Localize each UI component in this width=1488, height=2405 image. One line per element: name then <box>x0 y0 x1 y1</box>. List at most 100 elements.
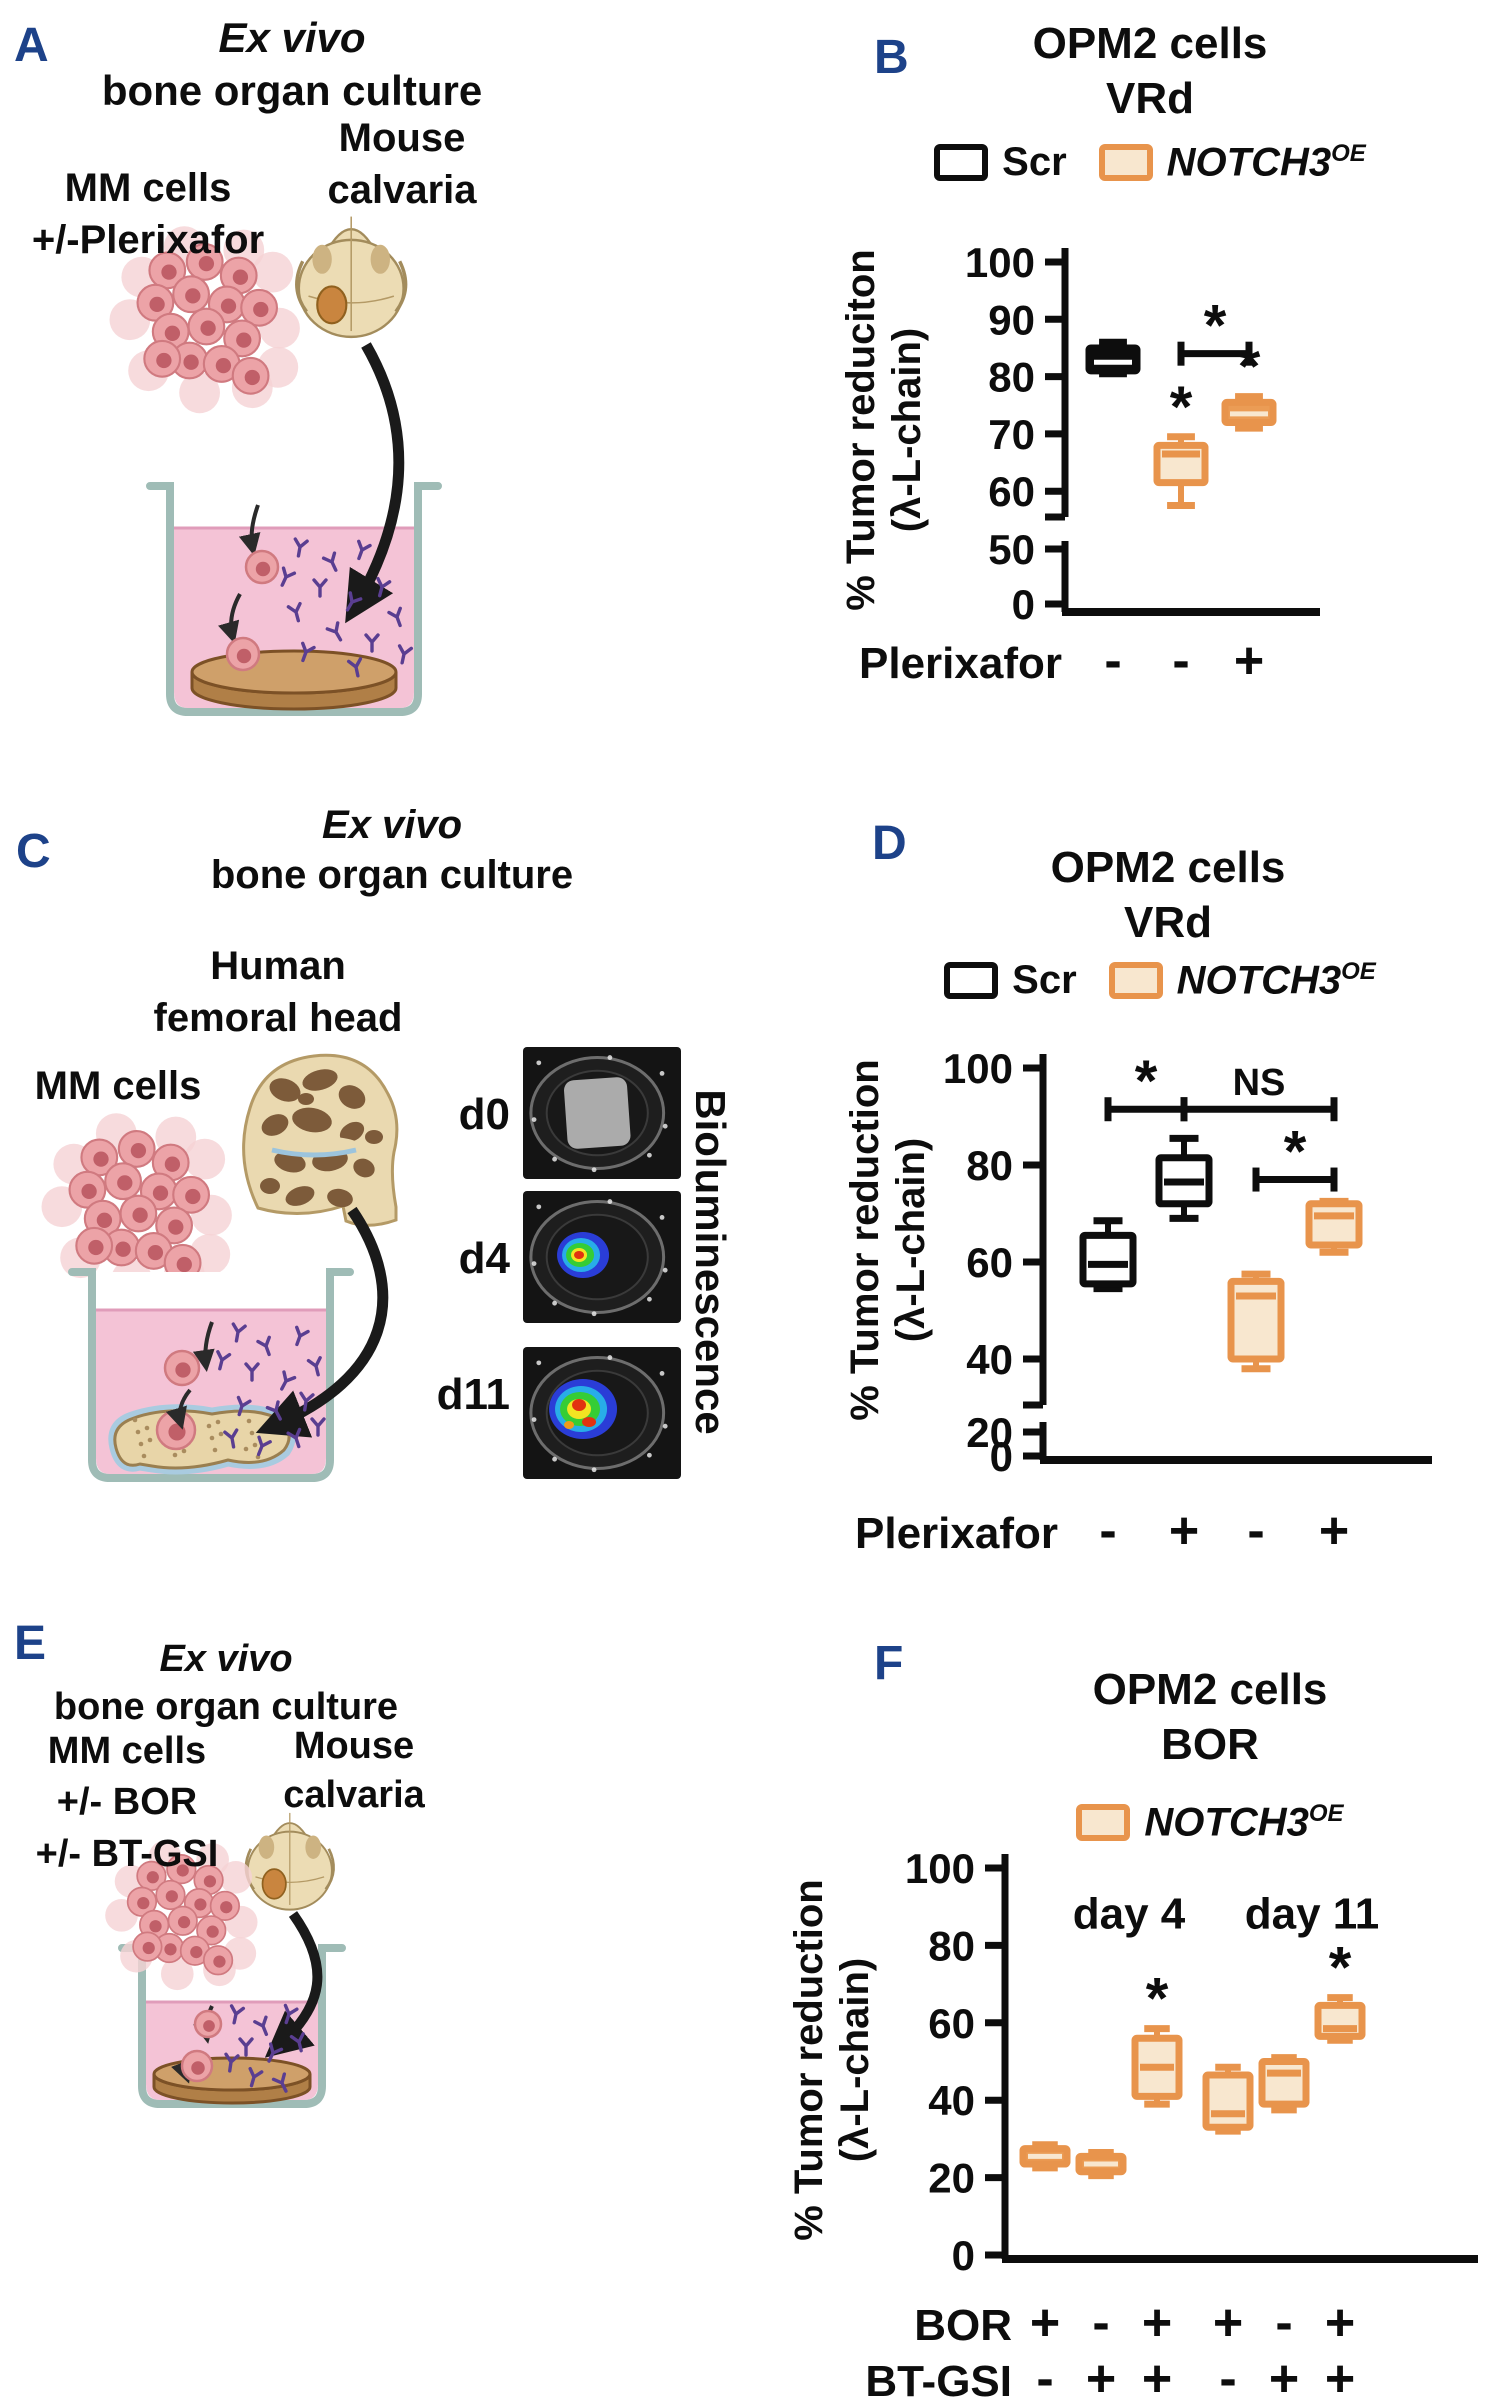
significance-star: * <box>1329 1936 1352 2001</box>
x-row-label: BT-GSI <box>865 2357 1012 2405</box>
panel-f-title-line2: BOR <box>1161 1720 1259 1770</box>
panel-f-y-axis-label: % Tumor reduction (λ-L-chain) <box>787 1879 877 2241</box>
y-tick-label: 50 <box>988 526 1035 573</box>
human-femoral-head-label-line1: Human <box>210 944 346 988</box>
bone-organ-culture-diagram-e <box>104 1811 346 2108</box>
box-plot-box-f-1 <box>1019 2141 1071 2172</box>
notch3oe-legend-label: NOTCH3OE <box>1144 1800 1344 1845</box>
x-row-label: BOR <box>914 2301 1012 2350</box>
in-plot-annotation: day 4 <box>1073 1890 1186 1939</box>
x-row-value: + <box>1325 2350 1355 2405</box>
panel-d-letter: D <box>872 817 907 870</box>
box-plot-box-d-1 <box>1079 1217 1137 1293</box>
x-row-label: Plerixafor <box>855 1509 1058 1558</box>
x-row-value: - <box>1092 2294 1109 2352</box>
panel-a-title-line1: Ex vivo <box>218 14 366 61</box>
notch3oe-legend-swatch <box>1108 962 1163 1000</box>
x-row-value: + <box>1169 1502 1199 1560</box>
x-row-value: + <box>1319 1502 1349 1560</box>
box-plot-box-f-5 <box>1258 2054 1310 2114</box>
y-tick-label: 0 <box>1012 581 1035 628</box>
in-plot-annotation: day 11 <box>1245 1890 1380 1939</box>
x-row-value: - <box>1247 1502 1264 1560</box>
y-tick-label: 20 <box>928 2155 975 2202</box>
panel-b-letter: B <box>874 31 909 84</box>
panel-a-title-line2: bone organ culture <box>101 66 483 114</box>
panel-d-y-axis-label: % Tumor reduction (λ-L-chain) <box>843 1059 933 1421</box>
y-tick-label: 100 <box>943 1045 1013 1092</box>
y-tick-label: 60 <box>966 1239 1013 1286</box>
panel-b-title-line2: VRd <box>1106 74 1194 124</box>
svg-text:*: * <box>1204 294 1227 359</box>
x-row-value: + <box>1086 2350 1116 2405</box>
y-tick-label: 90 <box>988 296 1035 343</box>
x-row-value: - <box>1275 2294 1292 2352</box>
panel-b-y-axis-label: % Tumor reduciton (λ-L-chain) <box>839 249 929 611</box>
x-row-value: - <box>1104 632 1121 690</box>
day11-label: d11 <box>436 1370 510 1419</box>
panel-f-letter: F <box>874 1637 904 1690</box>
svg-text:NS: NS <box>1233 1062 1286 1104</box>
x-row-value: - <box>1099 1502 1116 1560</box>
panel-d-title-line2: VRd <box>1124 898 1212 948</box>
mouse-calvaria-label-e-line1: Mouse <box>293 1725 415 1767</box>
y-tick-label: 40 <box>966 1336 1013 1383</box>
bioluminescence-label: Bioluminescence <box>687 1089 734 1435</box>
x-row-value: - <box>1172 632 1189 690</box>
bone-organ-culture-diagram-c <box>40 1047 681 1482</box>
notch3oe-legend-label: NOTCH3OE <box>1166 140 1366 185</box>
y-tick-label: 0 <box>952 2232 975 2279</box>
x-row-value: + <box>1269 2350 1299 2405</box>
y-tick-label: 80 <box>928 1922 975 1969</box>
notch3oe-legend-swatch <box>1076 1804 1131 1842</box>
panel-b-title-line1: OPM2 cells <box>1032 19 1268 68</box>
significance-bracket: * <box>1177 294 1253 366</box>
mm-cells-label-e-line2: +/- BOR <box>56 1781 198 1824</box>
y-tick-label: 60 <box>988 468 1035 515</box>
box-plot-box-b-3 <box>1221 393 1277 432</box>
x-row-value: + <box>1142 2294 1172 2352</box>
box-plot-box-d-2 <box>1155 1134 1213 1222</box>
box-plot-box-d-4 <box>1305 1197 1363 1256</box>
significance-star: * <box>1170 375 1193 440</box>
y-tick-label: 20 <box>966 1409 1013 1456</box>
svg-text:*: * <box>1284 1120 1307 1185</box>
x-row-value: + <box>1142 2350 1172 2405</box>
panel-f-title-line1: OPM2 cells <box>1092 1665 1328 1714</box>
panel-d-title-line1: OPM2 cells <box>1050 843 1286 892</box>
scr-legend-swatch <box>944 962 999 1000</box>
y-tick-label: 100 <box>965 239 1035 286</box>
panel-b-legend: Scr NOTCH3OE <box>880 140 1420 185</box>
mouse-calvaria-label-line1: Mouse <box>338 116 466 160</box>
panel-e-letter: E <box>14 1617 47 1670</box>
y-tick-label: 40 <box>928 2077 975 2124</box>
panel-a-letter: A <box>14 19 49 72</box>
scr-legend-swatch <box>934 144 989 182</box>
box-plot-box-f-2 <box>1075 2148 1127 2180</box>
panel-e-title-line1: Ex vivo <box>159 1638 293 1680</box>
panel-c-title-line2: bone organ culture <box>210 853 574 898</box>
bioluminescence-well-d0 <box>523 1047 681 1179</box>
significance-bracket: * <box>1252 1120 1338 1192</box>
notch3oe-legend-swatch <box>1098 144 1153 182</box>
box-plot-box-f-6 <box>1314 1994 1366 2044</box>
x-row-label: Plerixafor <box>859 639 1062 688</box>
significance-bracket: * <box>1104 1049 1188 1122</box>
femoral-head-icon <box>242 1053 399 1227</box>
mm-cells-label-line1: MM cells <box>64 166 232 210</box>
svg-text:*: * <box>1135 1049 1158 1114</box>
x-row-value: + <box>1030 2294 1060 2352</box>
x-row-value: + <box>1213 2294 1243 2352</box>
x-row-value: - <box>1036 2350 1053 2405</box>
scr-legend-label: Scr <box>1012 958 1077 1003</box>
box-plot-box-b-2 <box>1153 433 1209 510</box>
box-plot-box-b-1 <box>1085 338 1141 378</box>
bone-fragment-icon <box>108 1404 296 1475</box>
panel-c-letter: C <box>16 825 51 878</box>
box-plot-box-f-3 <box>1131 2025 1183 2108</box>
y-tick-label: 60 <box>928 2000 975 2047</box>
